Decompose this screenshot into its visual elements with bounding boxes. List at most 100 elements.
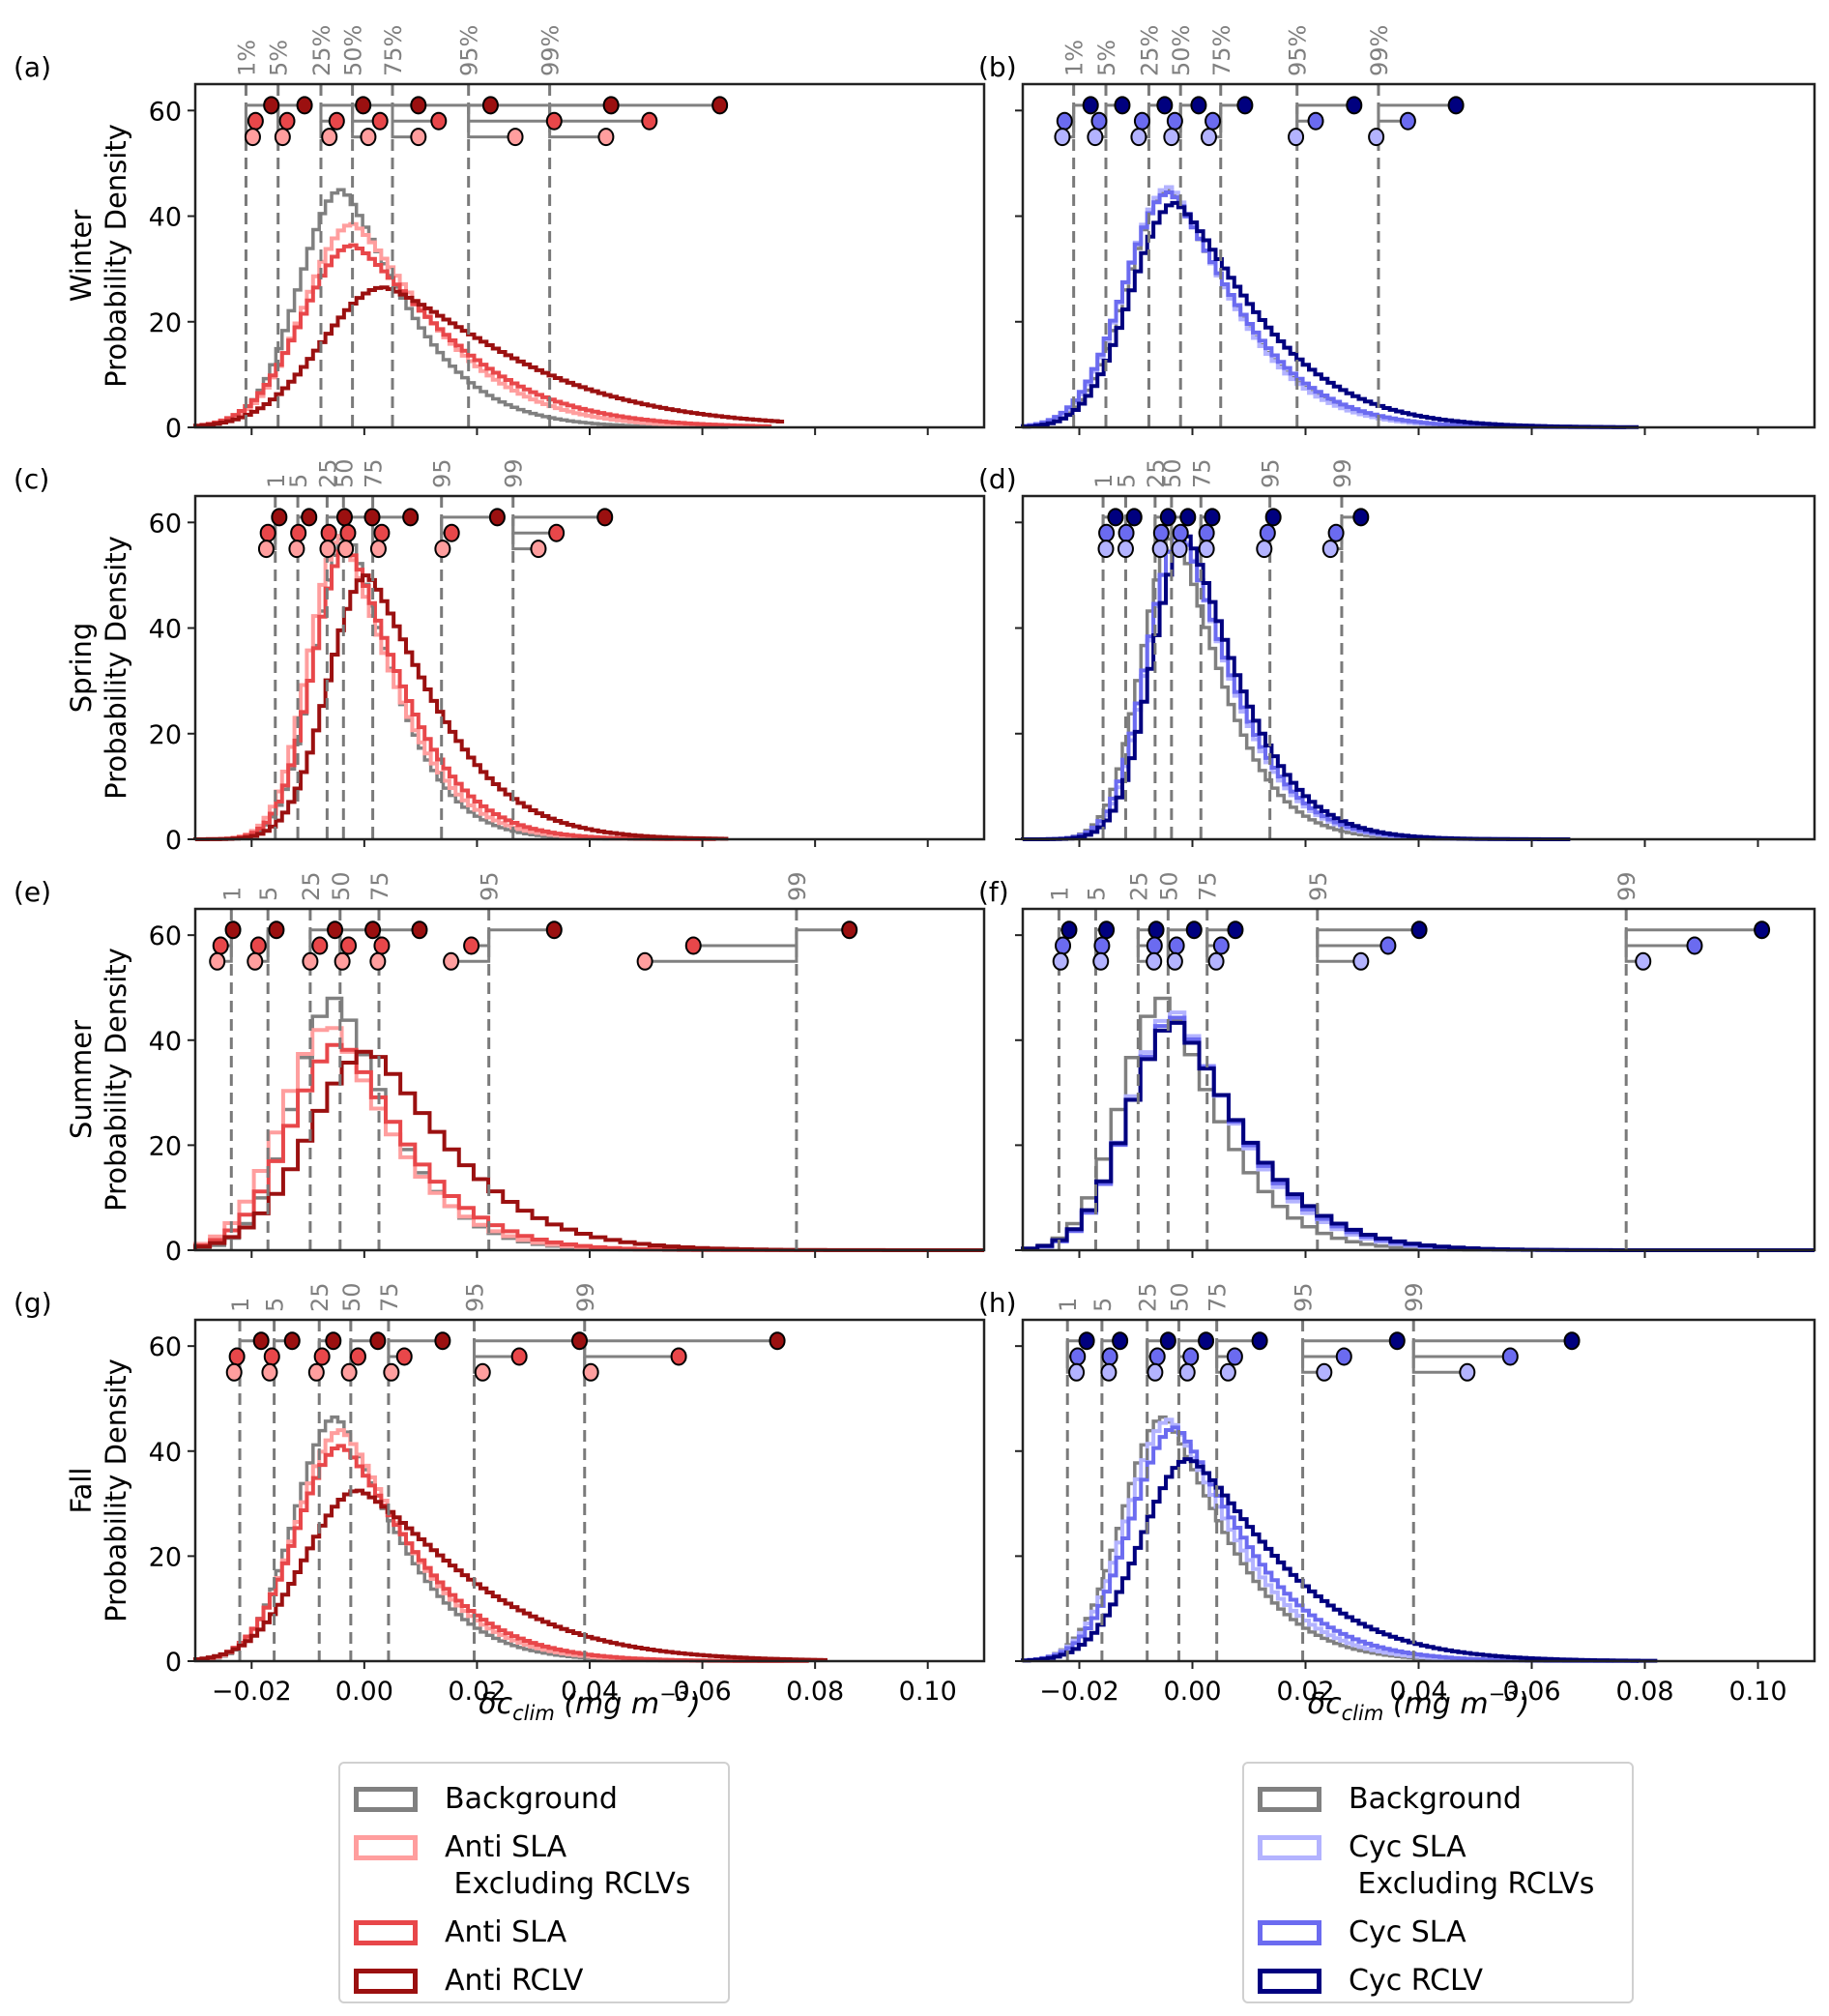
quantile-dot [325,1331,342,1351]
quantile-dot [1352,508,1370,527]
quantile-dot [261,1362,278,1382]
quantile-dot [1093,936,1111,955]
x-axis-label: δcclim (mg m−3) [479,1682,701,1725]
quantile-dot [263,96,280,115]
legend-item: Anti SLA [354,1914,714,1951]
quantile-dot [263,1347,280,1366]
legend-item: Anti RCLV [354,1963,714,2000]
y-tick-label: 60 [149,509,182,539]
quantile-dot [1146,936,1163,955]
quantile-label: 5 [1113,474,1140,488]
y-tick-label: 20 [149,308,182,338]
quantile-dot [1563,1331,1581,1351]
y-axis-label-season: Spring [65,623,98,714]
quantile-dot [1098,523,1116,542]
quantile-dot [841,920,858,940]
quantile-dot [1100,1362,1118,1382]
quantile-dot [1288,128,1305,147]
quantile-label: 95 [462,1282,489,1312]
quantile-dot [1092,951,1110,971]
quantile-dot [1052,951,1069,971]
quantile-dot [1101,1347,1118,1366]
quantile-dot [1635,951,1652,971]
quantile-dot [363,508,381,527]
quantile-dot [545,111,563,131]
quantile-dot [1078,1331,1095,1351]
quantile-dot [228,1347,246,1366]
quantile-connector [548,104,650,123]
quantile-dot [1335,1347,1352,1366]
legend-item: Cyc RCLV [1258,1963,1618,2000]
y-tick-label: 20 [149,1542,182,1572]
y-tick-label: 0 [165,1648,182,1678]
quantile-dot [369,951,387,971]
quantile-dot [1346,96,1363,115]
quantile-connector [1411,1340,1511,1359]
y-axis-label-season: Fall [65,1468,98,1514]
quantile-dot [268,920,285,940]
quantile-dot [1205,111,1222,131]
quantile-dot [530,540,547,559]
histogram-cyc-sla-excluding-rclvs [1021,1417,1614,1663]
quantile-label: 25 [1143,458,1170,488]
quantile-label: 1 [263,474,290,488]
quantile-dot [1055,936,1072,955]
x-tick-label: 0.10 [1728,1677,1786,1707]
quantile-dot [1256,540,1273,559]
panel-b: 1% 5% 25% 50% 75% 95% 99% (b) [978,25,1816,435]
histogram-background [1021,1415,1589,1663]
quantile-dot [1226,1347,1243,1366]
histogram-cyc-sla [1021,190,1627,429]
quantile-dot [1185,920,1203,940]
quantile-dot [1125,508,1143,527]
quantile-label: 75 [361,458,388,488]
panel-letter: (b) [978,51,1017,83]
quantile-label: 99 [784,871,811,901]
quantile-dot [1056,111,1073,131]
legend-label: Cyc RCLV [1349,1964,1483,1998]
quantile-label: 99% [537,25,565,76]
quantile-dot [1112,1331,1129,1351]
x-tick-label: 0.10 [899,1677,957,1707]
legend-label: Background [445,1782,618,1816]
quantile-dot [334,951,351,971]
quantile-dot [371,111,389,131]
quantile-dot [288,540,305,559]
panel-f: 1 5 25 50 75 95 99 (f) [978,871,1816,1258]
quantile-dot [209,951,226,971]
quantile-label: 5 [1083,887,1110,901]
x-tick-label: −0.02 [212,1677,292,1707]
y-tick-label: 60 [149,1332,182,1362]
quantile-dot [1207,951,1225,971]
quantile-dot [311,936,329,955]
y-tick-label: 0 [165,1237,182,1267]
quantile-label: 50 [1159,458,1186,488]
y-tick-label: 60 [149,921,182,951]
quantile-dot [373,936,391,955]
quantile-label: 99 [1329,458,1356,488]
quantile-dot [1172,523,1189,542]
x-tick-label: 0.08 [1615,1677,1673,1707]
quantile-dot [1212,936,1230,955]
panel-g: 1 5 25 50 75 95 99 −0.02 0.00 0.02 0.04 0.06 0.08 0.1… [14,1282,986,1707]
quantile-label: 50 [331,458,358,488]
quantile-dot [257,540,275,559]
quantile-dot [1117,540,1134,559]
x-tick-label: 0.00 [335,1677,393,1707]
quantile-label: 99 [1613,871,1640,901]
quantile-dot [296,96,313,115]
quantile-dot [1379,936,1397,955]
quantile-dot [507,128,524,147]
histogram-cyc-sla [1021,531,1571,841]
quantile-dot [641,111,658,131]
quantile-label: 25% [308,25,335,76]
quantile-dot [1316,1362,1333,1382]
quantile-dot [1147,1362,1164,1382]
quantile-dot [395,1347,413,1366]
quantile-dot [1171,540,1188,559]
legend-swatch [1258,1835,1321,1860]
quantile-label: 5 [262,1298,289,1312]
legend-swatch [1258,1969,1321,1994]
quantile-dot [1151,540,1169,559]
